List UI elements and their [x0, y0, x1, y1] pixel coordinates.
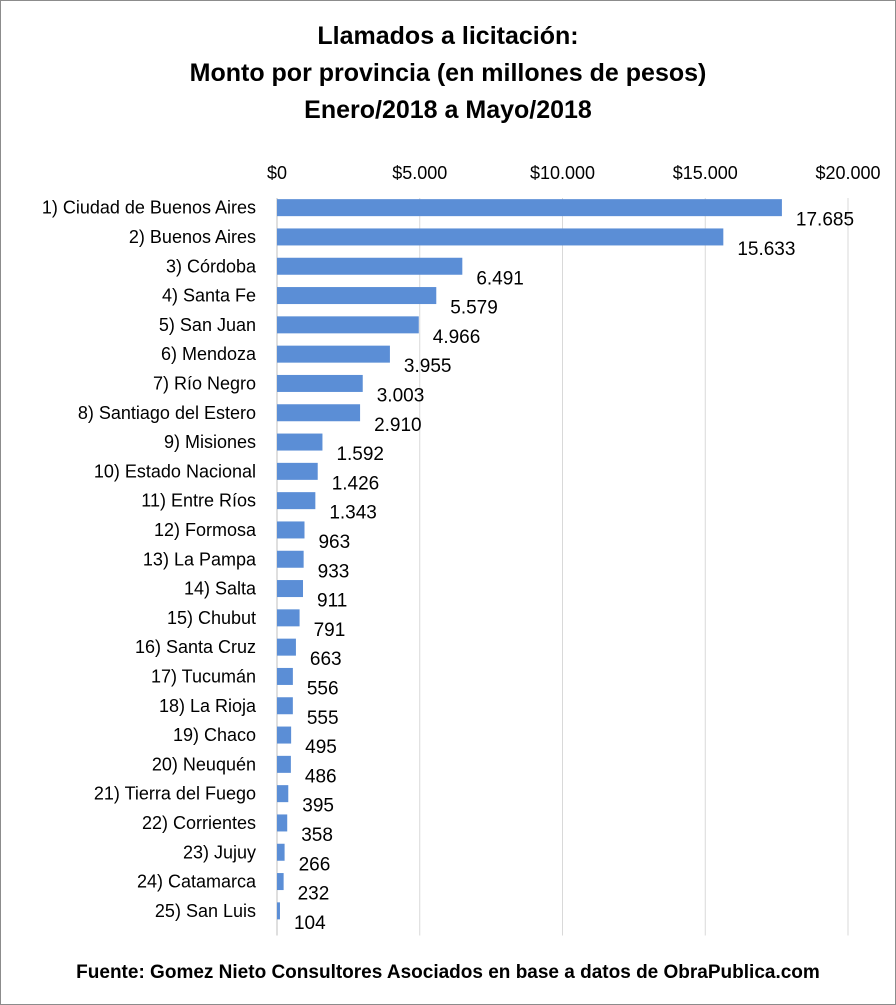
bar: [277, 843, 285, 861]
category-label: 15) Chubut: [167, 608, 256, 628]
bar: [277, 521, 305, 539]
bar: [277, 697, 293, 715]
bar: [277, 404, 361, 422]
x-tick-label: $5.000: [392, 163, 447, 183]
category-label: 17) Tucumán: [151, 666, 256, 686]
data-label: 358: [301, 825, 333, 846]
bar: [277, 755, 291, 773]
category-label: 7) Río Negro: [153, 373, 256, 393]
bar: [277, 580, 304, 598]
category-label: 21) Tierra del Fuego: [94, 784, 256, 804]
bar: [277, 433, 323, 451]
bar-chart: $0 $5.000 $10.000 $15.000 $20.000 1) Ciudad d…: [42, 163, 881, 936]
data-label: 104: [294, 913, 326, 934]
bar: [277, 550, 304, 568]
bar: [277, 199, 782, 217]
category-label: 20) Neuquén: [152, 754, 256, 774]
data-label: 911: [317, 591, 347, 612]
category-label: 4) Santa Fe: [162, 286, 256, 306]
bar: [277, 462, 318, 480]
category-label: 12) Formosa: [154, 520, 257, 540]
category-label: 23) Jujuy: [183, 842, 256, 862]
category-label: 14) Salta: [184, 579, 257, 599]
category-label: 9) Misiones: [164, 432, 256, 452]
category-label: 8) Santiago del Estero: [78, 403, 256, 423]
category-label: 1) Ciudad de Buenos Aires: [42, 198, 256, 218]
bar: [277, 726, 292, 744]
data-label: 663: [310, 649, 342, 670]
data-label: 963: [318, 532, 350, 553]
data-label: 3.955: [404, 356, 452, 377]
data-label: 486: [305, 766, 337, 787]
category-label: 22) Corrientes: [142, 813, 256, 833]
x-tick-label: $20.000: [815, 163, 880, 183]
data-label: 6.491: [476, 268, 524, 289]
category-label: 19) Chaco: [173, 725, 256, 745]
data-label: 791: [314, 620, 346, 641]
data-label: 15.633: [737, 239, 795, 260]
data-label: 933: [318, 561, 350, 582]
bar: [277, 287, 437, 305]
bar: [277, 638, 296, 656]
x-tick-label: $10.000: [530, 163, 595, 183]
data-label: 2.910: [374, 415, 422, 436]
data-label: 555: [307, 708, 339, 729]
bar: [277, 492, 316, 510]
category-label: 18) La Rioja: [159, 696, 257, 716]
category-label: 6) Mendoza: [161, 344, 257, 364]
data-label: 1.426: [332, 473, 380, 494]
bar: [277, 316, 419, 334]
category-label: 11) Entre Ríos: [141, 491, 256, 511]
category-label: 3) Córdoba: [166, 256, 257, 276]
chart-title-line-3: Enero/2018 a Mayo/2018: [304, 96, 592, 124]
data-label: 395: [302, 796, 334, 817]
data-label: 232: [298, 884, 330, 905]
data-label: 4.966: [433, 327, 481, 348]
category-label: 16) Santa Cruz: [135, 637, 256, 657]
data-label: 3.003: [377, 385, 425, 406]
data-label: 1.343: [329, 503, 377, 524]
bar: [277, 902, 280, 920]
data-label: 1.592: [336, 444, 384, 465]
category-label: 24) Catamarca: [137, 872, 257, 892]
bar: [277, 814, 288, 832]
chart-title-line-1: Llamados a licitación:: [317, 22, 579, 50]
bar: [277, 785, 289, 803]
chart-title-line-2: Monto por provincia (en millones de peso…: [189, 59, 707, 87]
x-tick-label: $15.000: [673, 163, 738, 183]
bar: [277, 228, 724, 246]
source-note: Fuente: Gomez Nieto Consultores Asociado…: [76, 962, 820, 983]
category-label: 10) Estado Nacional: [94, 461, 256, 481]
category-label: 13) La Pampa: [143, 549, 257, 569]
x-tick-label: $0: [267, 163, 287, 183]
bar: [277, 345, 390, 363]
bar: [277, 374, 363, 392]
bar: [277, 609, 300, 627]
category-label: 2) Buenos Aires: [129, 227, 256, 247]
category-label: 25) San Luis: [155, 901, 256, 921]
data-label: 17.685: [796, 210, 854, 231]
category-label: 5) San Juan: [159, 315, 256, 335]
data-label: 556: [307, 678, 339, 699]
bar: [277, 873, 284, 891]
data-label: 5.579: [450, 298, 498, 319]
bar: [277, 667, 293, 685]
bar: [277, 257, 463, 275]
data-label: 266: [299, 854, 331, 875]
data-label: 495: [305, 737, 337, 758]
